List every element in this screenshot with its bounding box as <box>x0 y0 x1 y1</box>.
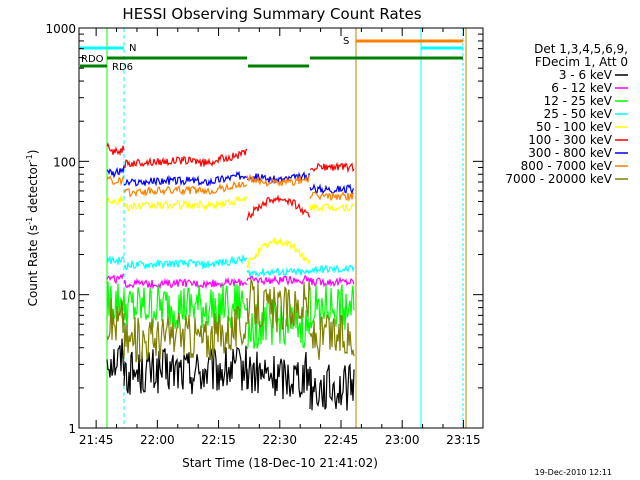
x-tick-label-6: 23:00 <box>385 433 420 447</box>
flag-label-n: N <box>129 43 136 54</box>
legend-label-8: 800 - 7000 keV <box>521 159 613 173</box>
y-tick-label-3: 100 <box>53 155 76 169</box>
legend-label-6: 100 - 300 keV <box>528 133 612 147</box>
footer-date: 19-Dec-2010 12:11 <box>535 468 612 477</box>
x-tick-label-1: 21:45 <box>79 433 114 447</box>
flag-label-rdo: RDO <box>81 54 104 65</box>
legend-label-4: 25 - 50 keV <box>544 107 613 121</box>
x-tick-label-7: 23:15 <box>446 433 481 447</box>
flag-label-rd6: RD6 <box>112 62 133 73</box>
y-tick-label-2: 10 <box>61 289 76 303</box>
legend-label-3: 12 - 25 keV <box>544 94 613 108</box>
y-axis-label-mid: detector <box>26 162 40 217</box>
axes: 21:45 22:00 22:15 22:30 22:45 23:00 23:15 1 10 10… <box>45 22 483 447</box>
plot-frame <box>78 27 484 429</box>
x-tick-label-2: 22:00 <box>140 433 175 447</box>
series-line-7 <box>106 165 355 195</box>
flag-label-s: S <box>343 36 349 47</box>
series-line-4 <box>106 253 355 278</box>
y-axis-label-sup2: -1 <box>25 154 34 162</box>
y-axis-label: Count Rate (s-1 detector-1) <box>25 150 40 307</box>
x-axis-label: Start Time (18-Dec-10 21:41:02) <box>182 456 378 470</box>
plot-area: RDO RD6 N S <box>80 28 467 428</box>
y-tick-label-1: 1 <box>68 422 76 436</box>
series-line-8 <box>106 173 355 202</box>
legend-label-1: 3 - 6 keV <box>559 68 613 82</box>
series-line-5 <box>106 195 355 270</box>
y-tick-label-4: 1000 <box>45 22 76 36</box>
x-tick-label-3: 22:15 <box>201 433 236 447</box>
y-axis-label-main: Count Rate (s <box>26 225 40 307</box>
legend-title-line1: Det 1,3,4,5,6,9, <box>534 42 628 56</box>
chart-title: HESSI Observing Summary Count Rates <box>122 5 421 23</box>
x-tick-label-5: 22:45 <box>324 433 359 447</box>
legend-title-line2: FDecim 1, Att 0 <box>535 55 628 69</box>
legend: Det 1,3,4,5,6,9, FDecim 1, Att 0 3 - 6 k… <box>505 42 628 186</box>
y-axis-label-sup1: -1 <box>25 217 34 225</box>
x-tick-label-4: 22:30 <box>262 433 297 447</box>
series-line-9 <box>106 277 355 363</box>
series-line-1 <box>106 338 355 411</box>
series-line-2 <box>106 273 355 290</box>
legend-label-7: 300 - 800 keV <box>528 146 612 160</box>
legend-label-2: 6 - 12 keV <box>551 81 613 95</box>
series-line-6 <box>106 142 355 221</box>
legend-label-9: 7000 - 20000 keV <box>505 172 612 186</box>
y-axis-label-end: ) <box>26 150 40 155</box>
legend-label-5: 50 - 100 keV <box>536 120 613 134</box>
